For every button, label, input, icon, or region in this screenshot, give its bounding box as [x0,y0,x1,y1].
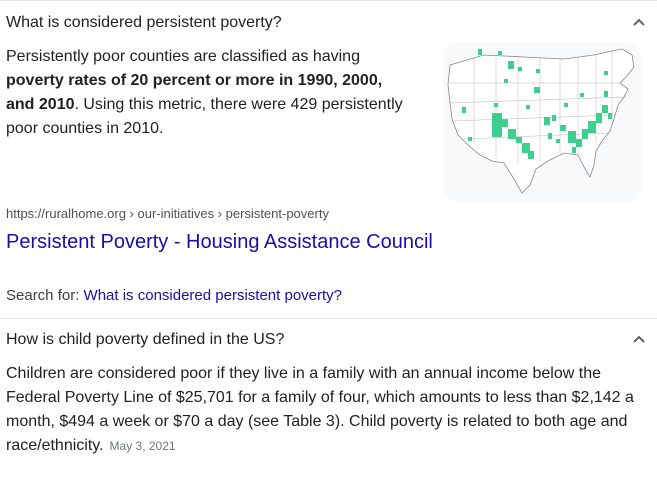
search-for-link[interactable]: What is considered persistent poverty? [83,287,343,304]
faq-question-2[interactable]: How is child poverty defined in the US? [0,319,657,359]
result-title-link[interactable]: Persistent Poverty - Housing Assistance … [6,231,433,253]
search-for-row: Search for: What is considered persisten… [6,287,342,304]
question-text: What is considered persistent poverty? [6,14,282,31]
answer-date: May 3, 2021 [109,439,176,453]
search-for-label: Search for: [6,287,84,304]
answer-2: Children are considered poor if they liv… [6,362,646,458]
chevron-up-icon[interactable] [631,333,647,345]
answer-text: Children are considered poor if they liv… [6,365,634,454]
faq-question-1[interactable]: What is considered persistent poverty? [0,2,657,42]
chevron-up-icon[interactable] [631,16,647,28]
source-url[interactable]: https://ruralhome.org › our-initiatives … [6,206,329,221]
question-text: How is child poverty defined in the US? [6,331,285,348]
answer-intro: Persistently poor counties are classifie… [6,48,360,65]
divider [0,318,657,319]
divider [0,0,657,1]
answer-1: Persistently poor counties are classifie… [6,45,411,141]
answer-bold: poverty rates of 20 percent or more in 1… [6,72,383,113]
answer-rest: . Using this metric, there were 429 pers… [6,96,403,137]
us-map-image[interactable] [444,43,641,202]
us-county-map-icon [447,48,635,194]
